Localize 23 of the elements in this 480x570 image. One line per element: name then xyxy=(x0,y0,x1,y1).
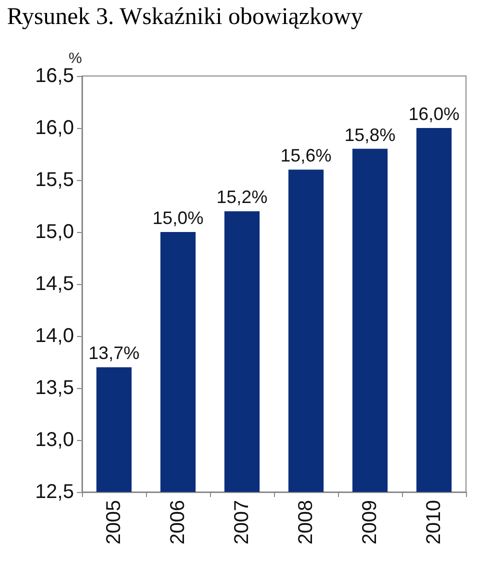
y-tick-label: 12,5 xyxy=(35,481,74,503)
x-tick-label: 2010 xyxy=(423,500,445,544)
data-label: 15,0% xyxy=(152,208,204,228)
data-label: 15,2% xyxy=(216,187,268,208)
y-tick-label: 13,5 xyxy=(35,377,74,399)
y-tick-label: 15,0 xyxy=(35,221,74,243)
chart-title: Rysunek 3. Wskaźniki obowiązkowy xyxy=(7,4,363,30)
y-axis-title: % xyxy=(68,50,82,67)
y-tick-label: 15,5 xyxy=(35,169,74,191)
data-label: 15,8% xyxy=(344,124,396,145)
data-label: 15,6% xyxy=(280,146,332,166)
x-tick-label: 2007 xyxy=(231,500,253,544)
y-tick-label: 14,5 xyxy=(35,273,74,295)
data-label: 13,7% xyxy=(88,343,140,364)
x-tick-label: 2008 xyxy=(295,500,317,544)
data-label: 16,0% xyxy=(408,104,460,124)
x-tick-label: 2005 xyxy=(103,500,125,544)
x-tick-label: 2009 xyxy=(359,500,381,544)
y-tick-label: 13,0 xyxy=(35,429,74,451)
x-tick-label: 2006 xyxy=(167,500,189,544)
y-tick-label: 16,5 xyxy=(35,65,74,87)
y-tick-label: 14,0 xyxy=(35,325,74,347)
y-tick-label: 16,0 xyxy=(35,117,74,139)
